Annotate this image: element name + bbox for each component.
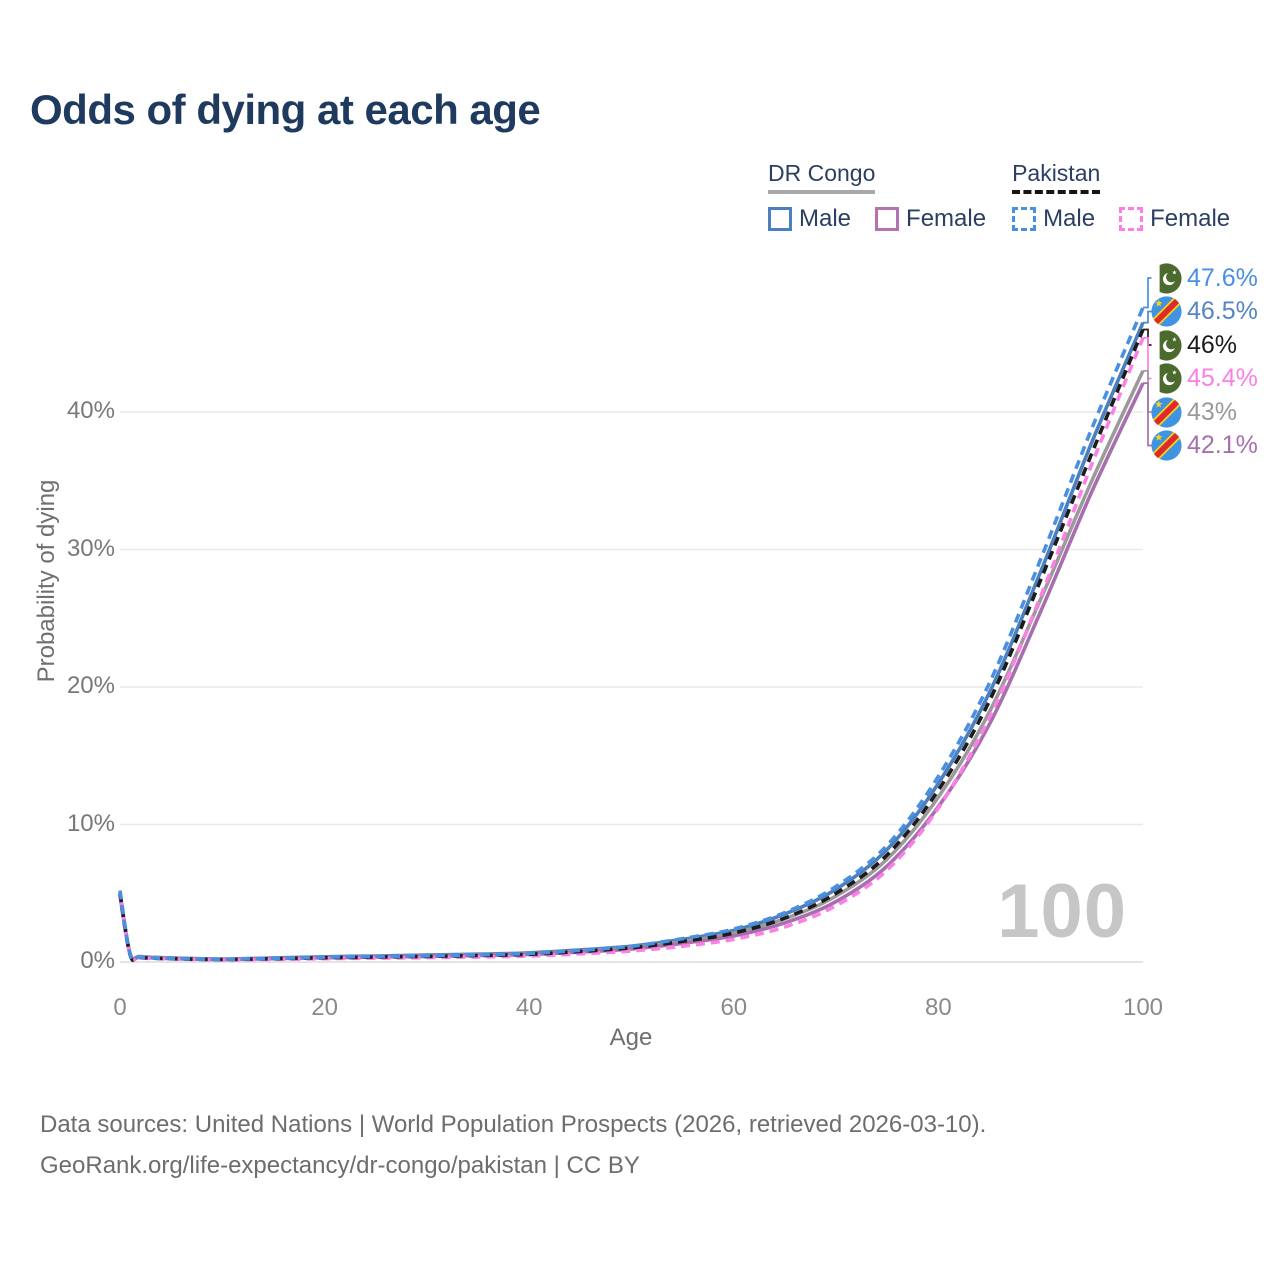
pakistan-female-swatch-icon <box>1119 207 1144 231</box>
legend-item-label: Male <box>1043 205 1096 232</box>
legend: DR Congo Male Female Pakistan Male Femal… <box>768 160 1230 233</box>
line-pakistan[interactable] <box>118 328 1145 963</box>
legend-header-dr-congo[interactable]: DR Congo <box>768 160 876 194</box>
footer: Data sources: United Nations | World Pop… <box>40 1104 1220 1186</box>
leader-line <box>1143 336 1152 380</box>
dr-congo-female-swatch-icon <box>875 207 900 231</box>
leader-line <box>1143 310 1152 324</box>
leader-line <box>1143 382 1152 447</box>
legend-group-dr-congo: DR Congo Male Female <box>768 160 986 233</box>
legend-item-pakistan-male[interactable]: Male <box>1012 205 1095 233</box>
legend-item-dr-congo-male[interactable]: Male <box>768 205 851 233</box>
legend-item-label: Male <box>799 205 852 232</box>
age-counter-watermark: 100 <box>997 869 1127 954</box>
line-pakistan-female[interactable] <box>118 337 1145 963</box>
leader-line <box>1143 277 1152 309</box>
footer-attribution: GeoRank.org/life-expectancy/dr-congo/pak… <box>40 1152 640 1179</box>
legend-header-pakistan[interactable]: Pakistan <box>1012 160 1101 194</box>
legend-item-label: Female <box>906 205 987 232</box>
x-axis-title: Age <box>609 1024 653 1051</box>
legend-items-pakistan: Male Female <box>1012 205 1230 233</box>
chart-plot-area <box>118 277 1152 963</box>
legend-items-dr-congo: Male Female <box>768 205 986 233</box>
dr-congo-male-swatch-icon <box>768 207 792 231</box>
footer-data-sources: Data sources: United Nations | World Pop… <box>40 1111 987 1138</box>
legend-group-pakistan: Pakistan Male Female <box>1012 160 1230 233</box>
legend-item-dr-congo-female[interactable]: Female <box>875 205 986 233</box>
legend-item-label: Female <box>1150 205 1231 232</box>
y-axis-title: Probability of dying <box>33 479 60 683</box>
page-title: Odds of dying at each age <box>30 86 541 133</box>
line-dr-congo-male[interactable] <box>118 321 1145 961</box>
line-pakistan-male[interactable] <box>118 306 1145 962</box>
legend-item-pakistan-female[interactable]: Female <box>1119 205 1230 233</box>
pakistan-male-swatch-icon <box>1012 207 1037 231</box>
